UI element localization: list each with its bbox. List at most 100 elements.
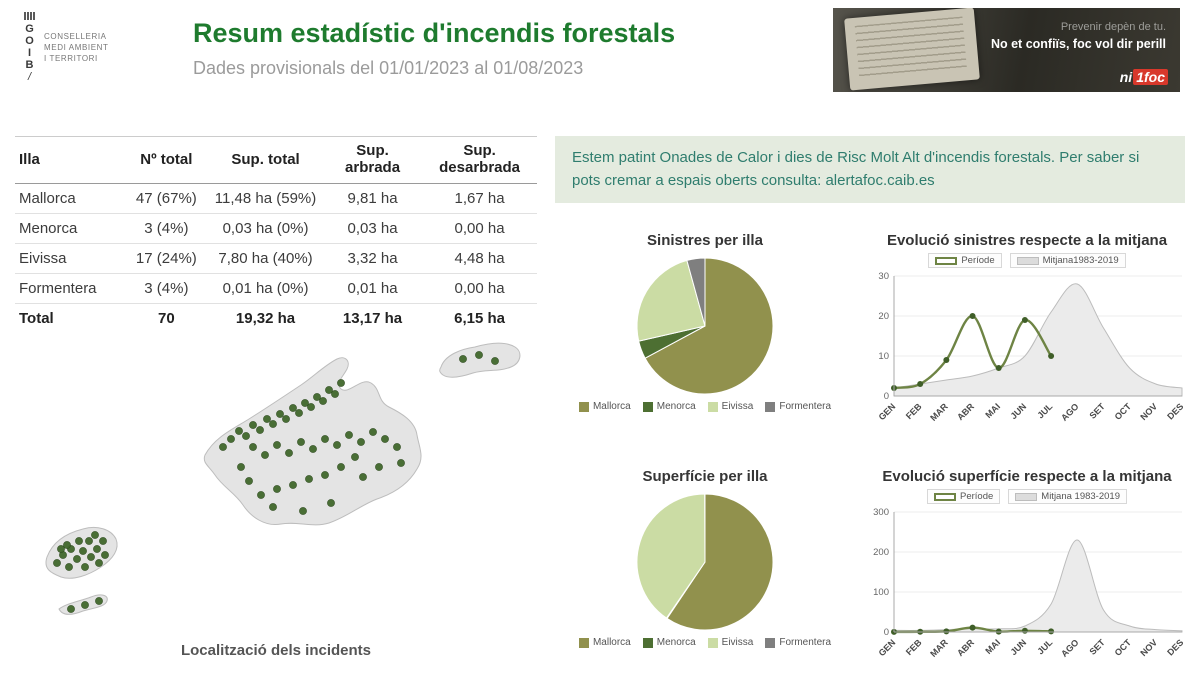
pie-superficie-block: Superfície per illa Mallorca Menorca Eivis…	[555, 468, 855, 648]
svg-text:MAR: MAR	[928, 637, 950, 659]
table-cell: Formentera	[15, 273, 125, 304]
pie-sinistres-chart	[555, 253, 855, 399]
legend-swatch	[707, 401, 718, 412]
svg-text:DES: DES	[1165, 637, 1185, 657]
col-header: Sup. total	[208, 136, 323, 184]
svg-text:0: 0	[884, 627, 889, 638]
legend-swatch	[578, 401, 589, 412]
chart-title-superficie-pie: Superfície per illa	[642, 468, 768, 485]
svg-text:10: 10	[878, 351, 889, 362]
table-row: Mallorca 47 (67%) 11,48 ha (59%) 9,81 ha 1,6…	[15, 183, 537, 214]
brand-ni: ni	[1119, 69, 1133, 85]
svg-text:30: 30	[878, 271, 889, 282]
col-header: Nº total	[124, 136, 209, 184]
chart-title-sinistres-line: Evolució sinistres respecte a la mitjana	[886, 232, 1168, 249]
chart-title-sinistres-pie: Sinistres per illa	[647, 232, 763, 249]
legend-item: Menorca	[642, 401, 696, 412]
col-header: Sup. desarbrada	[422, 136, 537, 184]
table-cell: 3,32 ha	[322, 243, 423, 274]
svg-text:SET: SET	[1087, 637, 1107, 657]
stats-table: Illa Nº total Sup. total Sup. arbrada Sup. d…	[15, 136, 537, 333]
brand-1foc: 1foc	[1133, 69, 1168, 85]
table-cell: 0,00 ha	[422, 273, 537, 304]
legend-item: Formentera	[765, 401, 831, 412]
table-cell: 6,15 ha	[454, 310, 505, 327]
table-cell: Menorca	[15, 213, 125, 244]
page-title: Resum estadístic d'incendis forestals	[193, 18, 676, 48]
svg-text:MAI: MAI	[983, 637, 1002, 656]
formentera-dots	[67, 597, 103, 613]
svg-text:SET: SET	[1087, 401, 1107, 421]
line-sinistres-block: Evolució sinistres respecte a la mitjana…	[862, 232, 1192, 443]
table-cell: 9,81 ha	[322, 183, 423, 214]
fire-stats-table-wrap: Illa Nº total Sup. total Sup. arbrada Sup. d…	[15, 136, 537, 333]
conselleria-name: CONSELLERIA MEDI AMBIENT I TERRITORI	[44, 31, 109, 64]
legend-swatch	[765, 401, 776, 412]
banner-tagline: Prevenir depèn de tu.	[1060, 21, 1166, 33]
table-cell: 0,00 ha	[422, 213, 537, 244]
legend-item: Mallorca	[578, 401, 631, 412]
svg-text:JUL: JUL	[1035, 637, 1054, 656]
svg-text:20: 20	[878, 311, 889, 322]
prevention-banner[interactable]: Prevenir depèn de tu. No et confiïs, foc…	[833, 8, 1180, 92]
heat-wave-alert: Estem patint Onades de Calor i dies de R…	[555, 136, 1185, 203]
table-cell: 47 (67%)	[124, 183, 209, 214]
col-header: Sup. arbrada	[322, 136, 423, 184]
goib-slash: /	[27, 71, 32, 83]
table-cell: 13,17 ha	[342, 310, 403, 327]
svg-text:OCT: OCT	[1113, 637, 1134, 658]
table-row: Eivissa 17 (24%) 7,80 ha (40%) 3,32 ha 4,48 …	[15, 243, 537, 274]
table-cell: 11,48 ha (59%)	[208, 183, 323, 214]
legend-item: Període	[927, 489, 1001, 504]
goib-emblem-icon	[24, 12, 35, 20]
pie-sinistres-block: Sinistres per illa Mallorca Menorca Eiviss…	[555, 232, 855, 412]
legend-swatch	[642, 401, 653, 412]
legend-swatch	[935, 256, 958, 265]
line-superficie-chart: 0 100 200 300 GEN FEB MAR ABR MAI JUN JUL AGO SET OCT…	[862, 504, 1192, 679]
svg-text:FEB: FEB	[904, 401, 924, 421]
mallorca-dots	[219, 379, 405, 515]
svg-text:300: 300	[873, 507, 889, 518]
svg-text:ABR: ABR	[955, 401, 976, 422]
svg-text:ABR: ABR	[955, 637, 976, 658]
goib-letter: B	[25, 59, 34, 71]
org-line: I TERRITORI	[44, 54, 98, 63]
svg-text:200: 200	[873, 547, 889, 558]
page-subtitle: Dades provisionals del 01/01/2023 al 01/…	[193, 58, 584, 78]
legend-swatch	[1016, 256, 1039, 265]
svg-text:NOV: NOV	[1138, 401, 1159, 422]
menorca-shape	[439, 342, 521, 378]
line-sinistres-legend: Període Mitjana1983-2019	[862, 253, 1192, 268]
legend-item: Eivissa	[707, 637, 753, 648]
table-cell: 0,01 ha	[322, 273, 423, 304]
mallorca-shape	[203, 357, 422, 526]
receipt-text-lines	[854, 16, 968, 80]
table-total-row: Total 70 19,32 ha 13,17 ha 6,15 ha	[15, 304, 537, 334]
table-cell: 1,67 ha	[422, 183, 537, 214]
svg-text:JUL: JUL	[1035, 401, 1054, 420]
svg-text:100: 100	[873, 587, 889, 598]
svg-text:JUN: JUN	[1009, 637, 1029, 657]
table-cell: Mallorca	[15, 183, 125, 214]
legend-swatch	[765, 637, 776, 648]
svg-text:OCT: OCT	[1113, 401, 1134, 422]
line-superficie-block: Evolució superfície respecte a la mitjan…	[862, 468, 1192, 679]
ni1foc-logo: ni 1foc	[1120, 69, 1168, 85]
table-cell: Eivissa	[15, 243, 125, 274]
legend-item: Eivissa	[707, 401, 753, 412]
menorca-dots	[459, 351, 499, 365]
svg-text:AGO: AGO	[1059, 637, 1081, 659]
table-cell: 7,80 ha (40%)	[208, 243, 323, 274]
svg-text:GEN: GEN	[877, 401, 898, 422]
table-cell: 19,32 ha	[235, 310, 296, 327]
legend-item: Mallorca	[578, 637, 631, 648]
goib-letter: G	[25, 23, 34, 35]
table-cell: 3 (4%)	[124, 273, 209, 304]
svg-text:DES: DES	[1165, 401, 1185, 421]
table-cell: 3 (4%)	[124, 213, 209, 244]
banner-message: No et confiïs, foc vol dir perill	[990, 37, 1166, 51]
table-cell: 4,48 ha	[422, 243, 537, 274]
org-line: CONSELLERIA	[44, 32, 107, 41]
legend-swatch	[1015, 492, 1038, 501]
legend-swatch	[934, 492, 956, 501]
